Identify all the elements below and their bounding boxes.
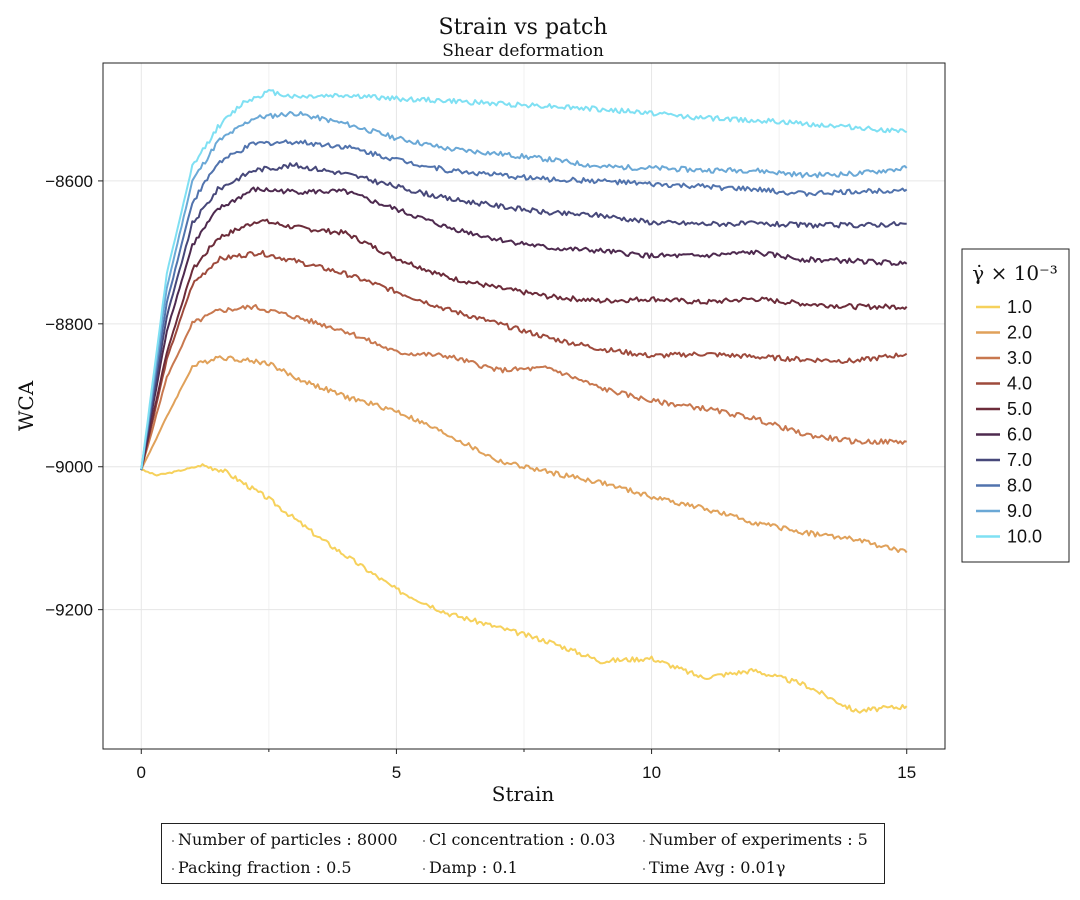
grid <box>103 63 945 749</box>
series-line-10.0 <box>140 89 908 470</box>
note-experiments-text: Number of experiments : 5 <box>649 830 868 849</box>
legend-label: 10.0 <box>1007 527 1042 547</box>
legend-label: 2.0 <box>1007 323 1032 343</box>
legend-label: 6.0 <box>1007 425 1032 445</box>
y-tick-label: −8800 <box>45 315 93 334</box>
x-tick-label: 5 <box>392 763 401 782</box>
x-tick-label: 15 <box>897 763 916 782</box>
note-experiments: Number of experiments : 5 <box>643 830 868 849</box>
bullet-icon <box>172 867 174 870</box>
note-time-avg-text: Time Avg : 0.01γ <box>649 858 786 877</box>
legend-label: 7.0 <box>1007 450 1032 470</box>
bullet-icon <box>643 839 645 842</box>
parameters-box: Number of particles : 8000 Cl concentrat… <box>161 823 885 884</box>
bullet-icon <box>172 839 174 842</box>
note-packing-fraction-text: Packing fraction : 0.5 <box>178 858 352 877</box>
legend-title: γ̇ × 10⁻³ <box>972 261 1057 285</box>
series-line-6.0 <box>140 186 908 470</box>
bullet-icon <box>643 867 645 870</box>
note-particles: Number of particles : 8000 <box>172 830 398 849</box>
series-line-8.0 <box>140 139 908 471</box>
series-line-4.0 <box>140 249 908 470</box>
note-cl-concentration: Cl concentration : 0.03 <box>423 830 615 849</box>
legend-items: 1.0 2.0 3.0 4.0 5.0 6.0 7.0 8.0 9.0 10.0 <box>976 297 1042 547</box>
legend-label: 1.0 <box>1007 297 1032 317</box>
series-lines <box>140 89 908 714</box>
series-line-1.0 <box>141 463 908 714</box>
y-axis-label: WCA <box>14 380 38 431</box>
chart-subtitle: Shear deformation <box>442 41 604 61</box>
series-line-5.0 <box>140 218 908 470</box>
note-damp-text: Damp : 0.1 <box>429 858 518 877</box>
x-axis-label: Strain <box>492 782 555 806</box>
legend-label: 9.0 <box>1007 501 1032 521</box>
series-line-7.0 <box>140 162 907 471</box>
series-line-9.0 <box>140 110 908 470</box>
axis-ticks: 0 5 10 15 −8600 −8800 −9000 −9200 <box>45 172 916 782</box>
legend: γ̇ × 10⁻³ 1.0 2.0 3.0 4.0 5.0 6.0 7.0 8.0 9.0 10.… <box>961 248 1070 563</box>
x-tick-label: 10 <box>642 763 661 782</box>
note-cl-concentration-text: Cl concentration : 0.03 <box>429 830 616 849</box>
series-line-3.0 <box>140 304 907 470</box>
series-line-2.0 <box>140 355 908 554</box>
note-damp: Damp : 0.1 <box>423 858 518 877</box>
y-tick-label: −9200 <box>45 601 93 620</box>
chart-title: Strain vs patch <box>439 15 608 40</box>
y-tick-label: −8600 <box>45 172 93 191</box>
legend-label: 8.0 <box>1007 476 1032 496</box>
note-particles-text: Number of particles : 8000 <box>178 830 398 849</box>
legend-label: 4.0 <box>1007 374 1032 394</box>
y-tick-label: −9000 <box>45 458 93 477</box>
note-time-avg: Time Avg : 0.01γ <box>643 858 785 877</box>
legend-label: 3.0 <box>1007 348 1032 368</box>
bullet-icon <box>423 839 425 842</box>
legend-label: 5.0 <box>1007 399 1032 419</box>
bullet-icon <box>423 867 425 870</box>
x-tick-label: 0 <box>137 763 146 782</box>
note-packing-fraction: Packing fraction : 0.5 <box>172 858 352 877</box>
